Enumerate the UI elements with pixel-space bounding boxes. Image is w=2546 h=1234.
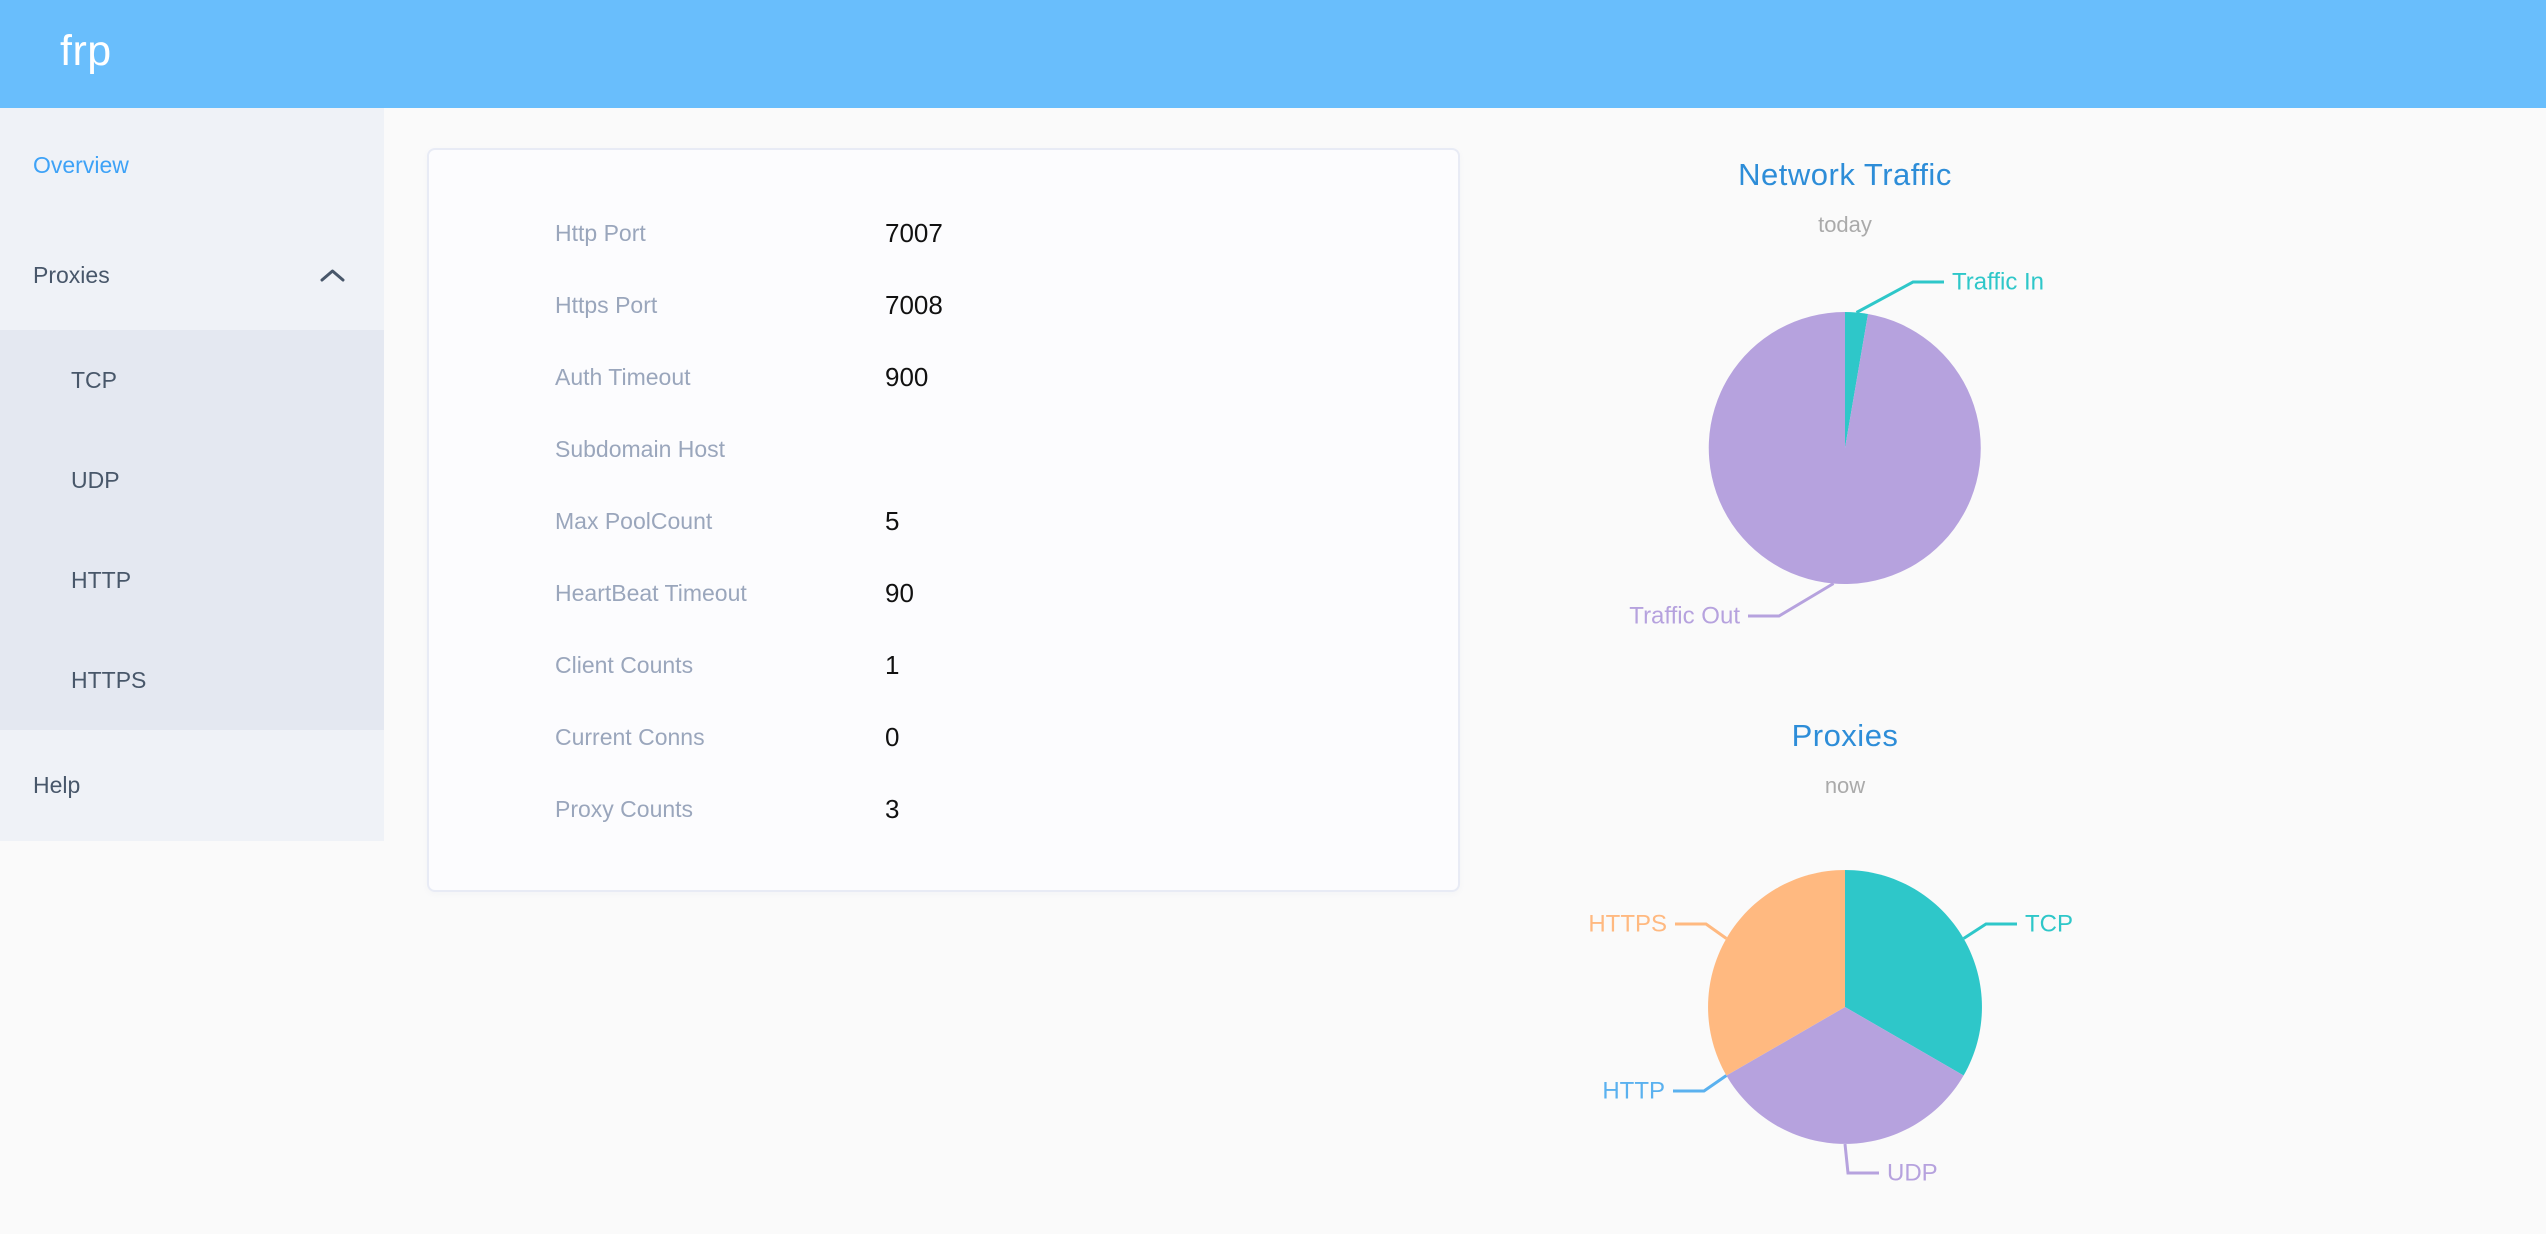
pie-label-https: HTTPS	[1588, 911, 1667, 938]
info-value: 3	[885, 793, 900, 824]
pie-label-line-traffic-in	[1855, 280, 1944, 314]
info-label: Max PoolCount	[555, 507, 713, 534]
sidebar-item-label: Proxies	[33, 261, 110, 288]
info-row-client-counts: Client Counts 1	[429, 629, 1458, 701]
info-label: Https Port	[555, 291, 658, 318]
info-label: Current Conns	[555, 723, 705, 750]
pie-slice-udp[interactable]	[1726, 1007, 1964, 1144]
sidebar-item-label: Overview	[33, 151, 129, 178]
sidebar-item-tcp[interactable]: TCP	[0, 330, 384, 430]
app-logo: frp	[60, 27, 112, 75]
pie-label-line-tcp	[1962, 922, 2017, 940]
chevron-up-icon	[319, 267, 346, 284]
proxies-chart-header: Proxies now	[1500, 719, 2190, 797]
info-label: HeartBeat Timeout	[555, 579, 747, 606]
info-row-subdomain-host: Subdomain Host	[429, 413, 1458, 485]
info-value: 5	[885, 505, 900, 536]
sidebar-item-https[interactable]: HTTPS	[0, 630, 384, 730]
info-value: 1	[885, 649, 900, 680]
sidebar-item-label: HTTPS	[71, 666, 147, 693]
pie-slice-tcp[interactable]	[1845, 870, 1982, 1076]
sidebar-item-label: Help	[33, 772, 81, 798]
server-info-card: Http Port 7007 Https Port 7008 Auth Timeout 9…	[427, 148, 1460, 892]
pie-label-line-https	[1675, 922, 1728, 940]
info-value: 7007	[885, 217, 943, 248]
info-value: 7008	[885, 289, 943, 320]
sidebar-item-proxies[interactable]: Proxies	[0, 220, 384, 330]
info-label: Proxy Counts	[555, 795, 694, 822]
pie-slice-https[interactable]	[1708, 870, 1845, 1076]
sidebar-submenu-proxies: TCP UDP HTTP HTTPS	[0, 330, 384, 730]
info-row-max-poolcount: Max PoolCount 5	[429, 485, 1458, 557]
sidebar-item-label: UDP	[71, 466, 120, 493]
sidebar-item-http[interactable]: HTTP	[0, 530, 384, 630]
chart-subtitle: today	[1818, 212, 1872, 237]
pie-label-udp: UDP	[1887, 1160, 1938, 1187]
pie-slice-traffic-out[interactable]	[1708, 311, 1981, 584]
sidebar-item-help[interactable]: Help	[0, 730, 384, 841]
sidebar-item-udp[interactable]: UDP	[0, 430, 384, 530]
pie-label-http: HTTP	[1602, 1078, 1665, 1105]
sidebar: Overview Proxies TCP UDP HTTP HTTPS	[0, 108, 384, 841]
network-traffic-chart-header: Network Traffic today	[1500, 158, 2190, 236]
pie-label-traffic-out: Traffic Out	[1629, 603, 1740, 630]
info-value: 900	[885, 361, 929, 392]
pie-label-line-traffic-out	[1748, 582, 1835, 618]
info-value: 90	[885, 577, 914, 608]
info-label: Auth Timeout	[555, 363, 691, 390]
info-value: 0	[885, 721, 900, 752]
pie-label-tcp: TCP	[2025, 911, 2073, 938]
chart-title: Network Traffic	[1738, 157, 1952, 192]
info-row-current-conns: Current Conns 0	[429, 701, 1458, 773]
info-label: Client Counts	[555, 651, 694, 678]
pie-slice-traffic-in[interactable]	[1845, 312, 1868, 448]
info-label: Subdomain Host	[555, 435, 726, 462]
sidebar-item-overview[interactable]: Overview	[0, 110, 384, 220]
info-row-https-port: Https Port 7008	[429, 269, 1458, 341]
info-label: Http Port	[555, 219, 646, 246]
pie-label-line-http	[1673, 1074, 1728, 1093]
info-row-auth-timeout: Auth Timeout 900	[429, 341, 1458, 413]
server-info-rows: Http Port 7007 Https Port 7008 Auth Timeout 9…	[429, 197, 1458, 845]
info-row-heartbeat-timeout: HeartBeat Timeout 90	[429, 557, 1458, 629]
pie-label-line-udp	[1843, 1143, 1879, 1175]
pie-label-traffic-in: Traffic In	[1952, 269, 2044, 296]
info-row-proxy-counts: Proxy Counts 3	[429, 773, 1458, 845]
chart-title: Proxies	[1791, 718, 1899, 753]
sidebar-item-label: TCP	[71, 366, 117, 393]
app-header: frp	[0, 0, 2546, 108]
chart-subtitle: now	[1824, 773, 1866, 798]
info-row-http-port: Http Port 7007	[429, 197, 1458, 269]
sidebar-item-label: HTTP	[71, 566, 132, 593]
